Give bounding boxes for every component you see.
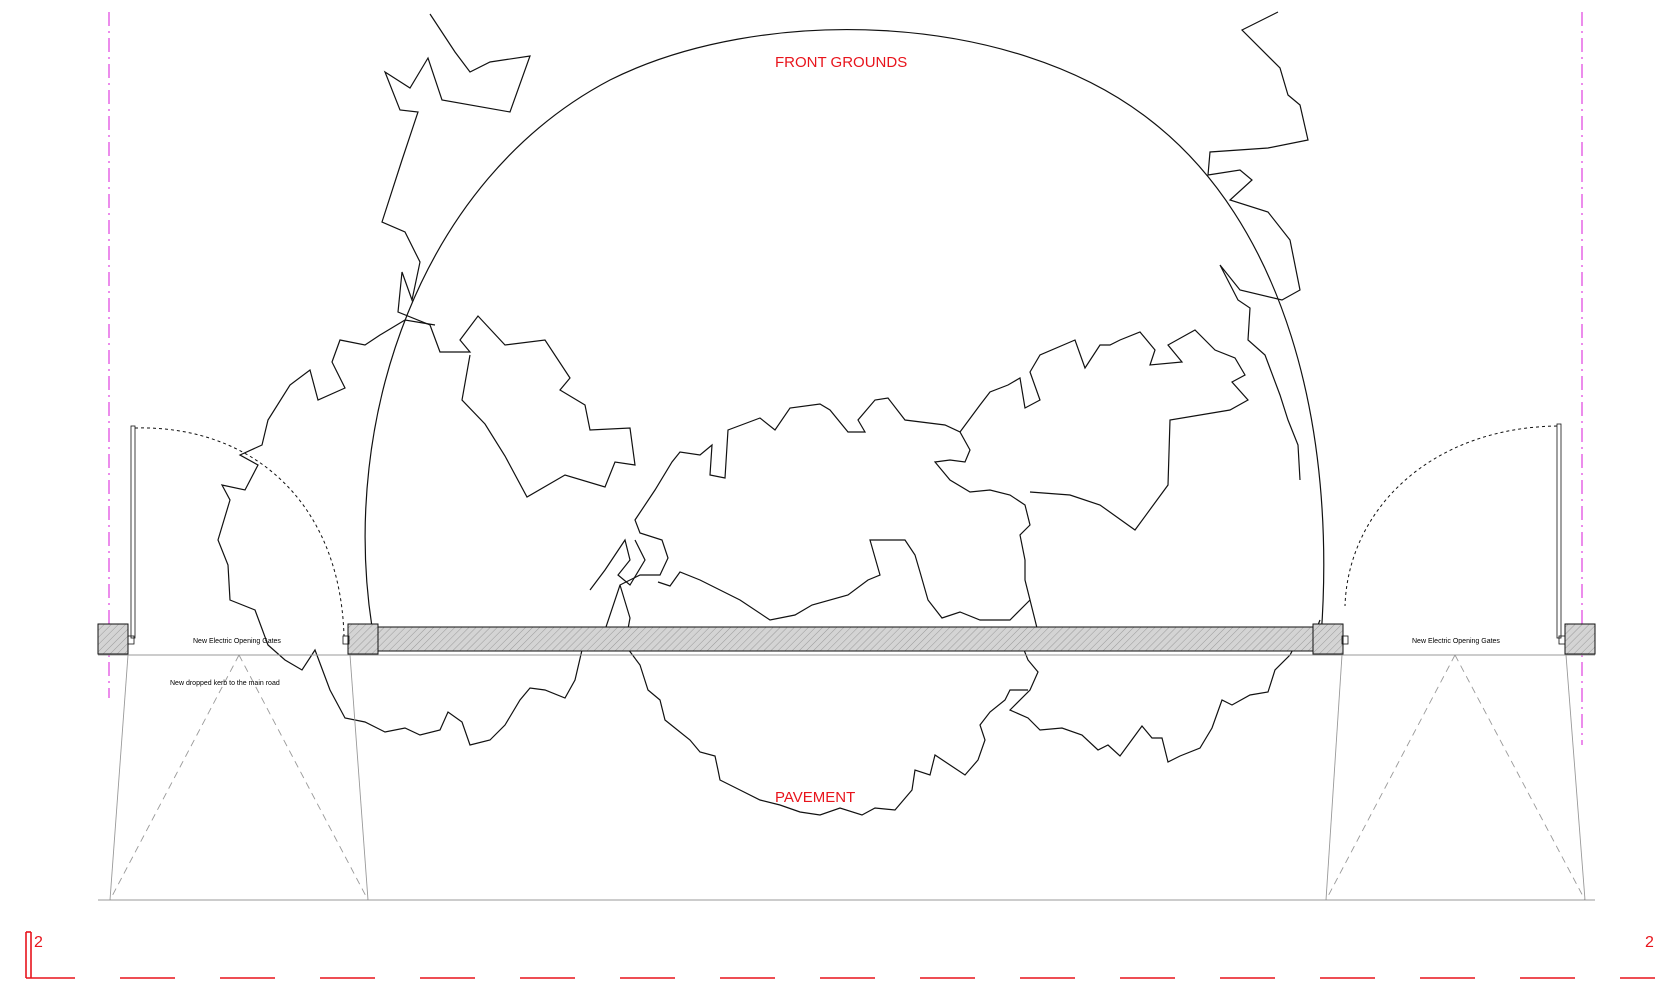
gate-pier-left-outer	[97, 623, 129, 655]
tree-canopy-centre	[581, 397, 1031, 651]
gate-label-right: New Electric Opening Gates	[1412, 638, 1500, 645]
gate-label-left: New Electric Opening Gates	[193, 638, 281, 645]
gate-hinge-right-inner	[1341, 635, 1349, 645]
front-boundary-wall	[377, 626, 1314, 652]
gate-swing-arc-left	[134, 427, 345, 637]
tree-canopies	[217, 11, 1321, 816]
section-marker-left-label: 2	[34, 934, 43, 951]
dropped-kerb-right-inner	[1325, 654, 1343, 901]
gate-pier-right-outer	[1564, 623, 1596, 655]
tree-canopy-top-right	[1207, 11, 1309, 481]
front-grounds-arc	[364, 28, 1325, 651]
tree-canopy-bottom-right	[1008, 599, 1321, 763]
dropped-kerb-left-inner	[349, 654, 369, 901]
section-line: 2 2	[25, 931, 1655, 979]
tree-canopy-left	[217, 319, 583, 746]
gate-swing-arc-right	[1344, 425, 1558, 607]
section-marker-right-label: 2	[1645, 934, 1654, 951]
tree-canopy-right	[959, 329, 1249, 531]
pavement-label: PAVEMENT	[775, 789, 855, 806]
dropped-kerb-right-ramp-b	[1454, 654, 1586, 901]
dropped-kerb-left-ramp-a	[109, 654, 240, 901]
dropped-kerb-right-ramp-a	[1325, 654, 1456, 901]
tree-canopy-bottom-centre	[619, 584, 1028, 816]
tree-canopy-top-left	[381, 13, 636, 498]
dropped-kerb-right-outer	[1565, 654, 1586, 901]
gate-leaf-right	[1556, 423, 1562, 639]
dropped-kerb-left-ramp-b	[238, 654, 369, 901]
gate-hinge-left	[127, 635, 135, 645]
gate-pier-left-inner	[347, 623, 379, 655]
gate-hinge-right	[1558, 635, 1566, 645]
gate-hinge-left-inner	[342, 635, 350, 645]
tree-canopy-small-left	[589, 538, 646, 591]
gate-leaf-left	[130, 425, 136, 639]
dropped-kerb-label: New dropped kerb to the main road	[170, 680, 280, 687]
gate-pier-right-inner	[1312, 623, 1344, 655]
dropped-kerb-left-outer	[109, 654, 129, 901]
front-grounds-label: FRONT GROUNDS	[775, 54, 907, 71]
